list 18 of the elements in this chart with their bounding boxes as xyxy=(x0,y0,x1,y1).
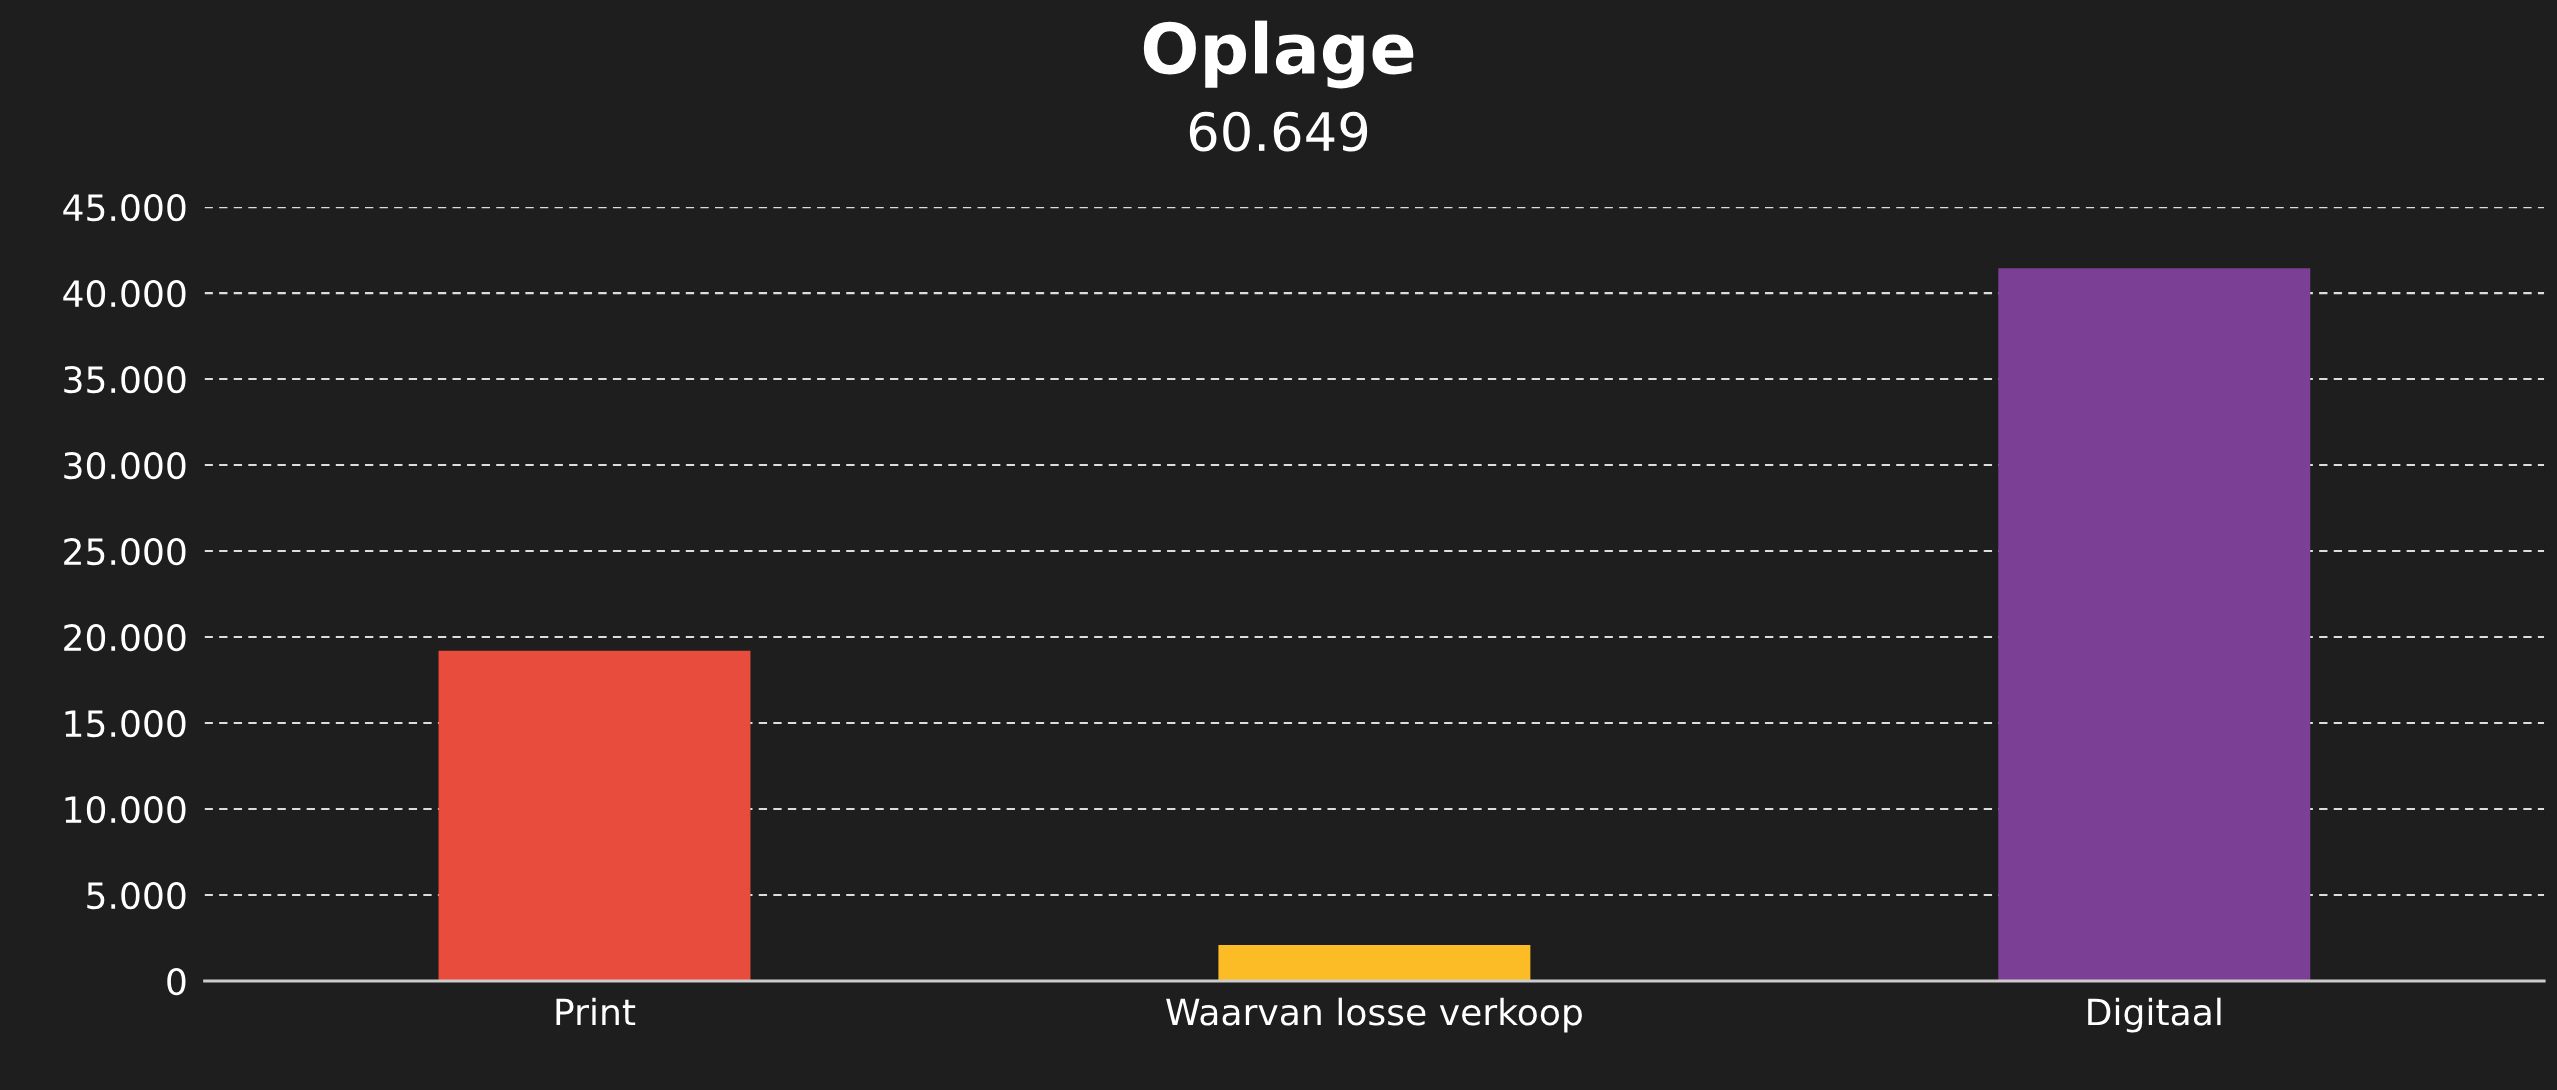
chart-title: Oplage xyxy=(1143,20,1414,89)
x-tick-label: Print xyxy=(556,997,636,1026)
y-tick-label: 10.000 xyxy=(65,795,186,824)
y-tick-label: 15.000 xyxy=(65,709,186,738)
x-tick-label: Digitaal xyxy=(2088,997,2221,1033)
y-tick-label: 40.000 xyxy=(63,280,186,308)
y-tick-label: 20.000 xyxy=(64,623,186,652)
y-tick-label: 30.000 xyxy=(64,451,186,480)
y-tick-label: 5.000 xyxy=(87,881,186,910)
bar xyxy=(1218,944,1531,981)
y-tick-label: 45.000 xyxy=(63,194,186,222)
x-tick-label: Waarvan losse verkoop xyxy=(1166,997,1582,1033)
bar xyxy=(1998,268,2311,981)
y-tick-label: 35.000 xyxy=(64,366,186,394)
bar xyxy=(438,650,751,981)
y-tick-label: 0 xyxy=(167,967,186,996)
y-tick-label: 25.000 xyxy=(64,537,186,566)
chart-subtitle: 60.649 xyxy=(1189,111,1368,152)
